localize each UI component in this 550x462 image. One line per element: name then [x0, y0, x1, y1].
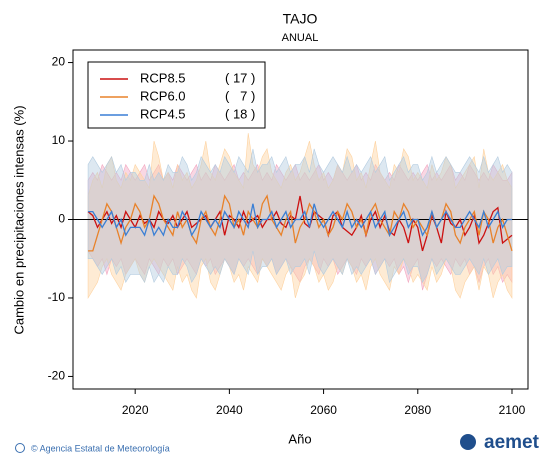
chart-subtitle: ANUAL	[282, 32, 319, 44]
x-tick-label: 2020	[122, 403, 149, 417]
x-tick-label: 2040	[216, 403, 243, 417]
footer: © Agencia Estatal de Meteorología	[31, 443, 170, 453]
legend: RCP8.5 ( 17 ) RCP6.0 ( 7 ) RCP4.5 ( 18 )	[87, 61, 266, 129]
chart-title: TAJO	[283, 11, 318, 27]
y-tick-label: 0	[58, 212, 65, 226]
x-tick-label: 2060	[310, 403, 337, 417]
y-tick-label: 10	[52, 133, 66, 147]
legend-count: ( 18 )	[225, 106, 255, 121]
copyright-icon	[15, 443, 25, 453]
legend-box	[87, 61, 266, 129]
legend-count: ( 17 )	[225, 70, 255, 85]
y-tick-label: -10	[48, 290, 66, 304]
y-tick-label: -20	[48, 369, 66, 383]
y-axis-label: Cambio en precipitaciones intensas (%)	[11, 105, 26, 334]
series-line	[87, 195, 513, 252]
x-tick-label: 2100	[499, 403, 526, 417]
logo-text: aemet	[484, 432, 540, 453]
legend-count: ( 7 )	[225, 88, 255, 103]
x-axis-label: Año	[288, 431, 311, 446]
legend-label: RCP6.0	[140, 88, 186, 103]
legend-label: RCP4.5	[140, 106, 186, 121]
legend-label: RCP8.5	[140, 70, 186, 85]
series-line	[88, 203, 512, 237]
uncertainty-band	[87, 148, 513, 284]
x-tick-label: 2080	[404, 403, 431, 417]
y-tick-label: 20	[52, 55, 66, 69]
logo: aemet	[460, 432, 540, 453]
